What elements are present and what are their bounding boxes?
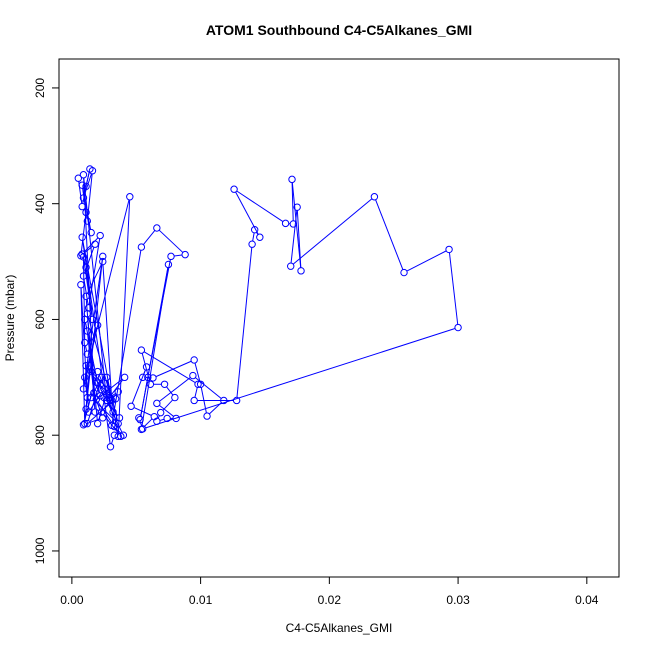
y-tick-label: 600 bbox=[33, 309, 47, 329]
y-axis-label: Pressure (mbar) bbox=[3, 275, 17, 362]
y-tick-label: 400 bbox=[33, 193, 47, 213]
y-tick-label: 200 bbox=[33, 78, 47, 98]
x-axis-label: C4-C5Alkanes_GMI bbox=[286, 621, 393, 635]
y-tick-label: 800 bbox=[33, 425, 47, 445]
x-tick-label: 0.00 bbox=[60, 593, 84, 607]
x-tick-label: 0.02 bbox=[318, 593, 342, 607]
x-tick-label: 0.04 bbox=[575, 593, 599, 607]
x-tick-label: 0.01 bbox=[189, 593, 213, 607]
x-tick-label: 0.03 bbox=[446, 593, 470, 607]
y-tick-label: 1000 bbox=[33, 537, 47, 564]
chart-title: ATOM1 Southbound C4-C5Alkanes_GMI bbox=[206, 22, 472, 38]
